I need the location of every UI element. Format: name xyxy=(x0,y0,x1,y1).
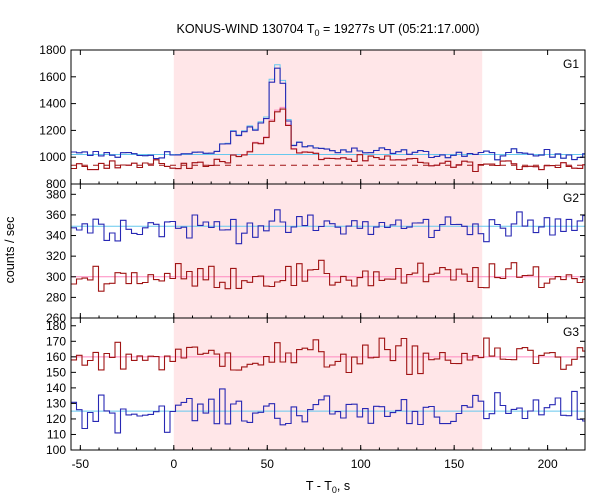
x-tick-label: 200 xyxy=(538,457,558,471)
y-tick-label: 1200 xyxy=(39,123,66,137)
y-tick-label: 130 xyxy=(46,396,66,410)
xlabel-prefix: T - T xyxy=(306,479,332,493)
chart-title: KONUS-WIND 130704 T0 = 19277s UT (05:21:… xyxy=(177,22,480,38)
burst-interval-highlight xyxy=(173,318,483,450)
panel-g1: 800 1000 1200 1400 1600 1800 G1 xyxy=(39,43,586,191)
x-tick-label: -50 xyxy=(72,457,90,471)
panel-g2: 260 280 300 320 340 360 380 G2 xyxy=(46,183,586,325)
x-tick-label: 150 xyxy=(444,457,464,471)
panel-label: G1 xyxy=(563,57,579,71)
y-tick-label: 380 xyxy=(46,187,66,201)
panel-label: G3 xyxy=(563,325,579,339)
y-tick-label: 180 xyxy=(46,319,66,333)
blue-count-rate-series xyxy=(71,67,585,161)
panel-plot-area xyxy=(71,64,585,173)
panel-label: G2 xyxy=(563,191,579,205)
x-tick-label: 50 xyxy=(261,457,275,471)
y-tick-label: 1000 xyxy=(39,150,66,164)
red-count-rate-series xyxy=(71,108,585,173)
y-tick-label: 320 xyxy=(46,249,66,263)
xlabel-suffix: , s xyxy=(337,479,350,493)
y-tick-label: 300 xyxy=(46,270,66,284)
y-tick-label: 340 xyxy=(46,229,66,243)
title-subscript: 0 xyxy=(315,28,320,38)
y-tick-label: 110 xyxy=(47,427,66,441)
burst-interval-highlight xyxy=(173,184,483,318)
y-tick-label: 360 xyxy=(46,208,66,222)
blue-count-rate-series xyxy=(71,209,585,245)
burst-interval-highlight xyxy=(173,50,483,184)
title-suffix: = 19277s UT (05:21:17.000) xyxy=(320,22,480,36)
y-tick-label: 170 xyxy=(46,334,66,348)
y-tick-label: 1400 xyxy=(39,97,66,111)
xlabel-subscript: 0 xyxy=(332,485,337,495)
panels-layer: 80010001200140016001800G1260280300320340… xyxy=(39,43,586,471)
y-tick-label: 1800 xyxy=(39,43,66,57)
panel-plot-area xyxy=(71,337,585,434)
y-tick-label: 280 xyxy=(46,290,66,304)
y-tick-label: 150 xyxy=(46,365,66,379)
x-tick-label: 0 xyxy=(170,457,177,471)
title-prefix: KONUS-WIND 130704 T xyxy=(177,22,315,36)
y-tick-label: 260 xyxy=(46,311,66,325)
y-tick-label: 800 xyxy=(46,177,66,191)
panel-plot-area xyxy=(71,209,585,292)
blue-count-rate-series xyxy=(71,388,585,434)
y-tick-label: 1600 xyxy=(39,70,66,84)
y-tick-label: 100 xyxy=(46,443,66,457)
y-tick-label: 120 xyxy=(46,412,66,426)
panel-frame xyxy=(70,317,586,451)
x-axis-label: T - T0, s xyxy=(306,479,350,495)
y-axis-label: counts / sec xyxy=(3,217,17,284)
x-tick-label: 100 xyxy=(351,457,371,471)
red-count-rate-series xyxy=(71,337,585,375)
red-count-rate-series xyxy=(71,259,585,292)
y-tick-label: 160 xyxy=(46,350,66,364)
y-tick-label: 140 xyxy=(46,381,66,395)
